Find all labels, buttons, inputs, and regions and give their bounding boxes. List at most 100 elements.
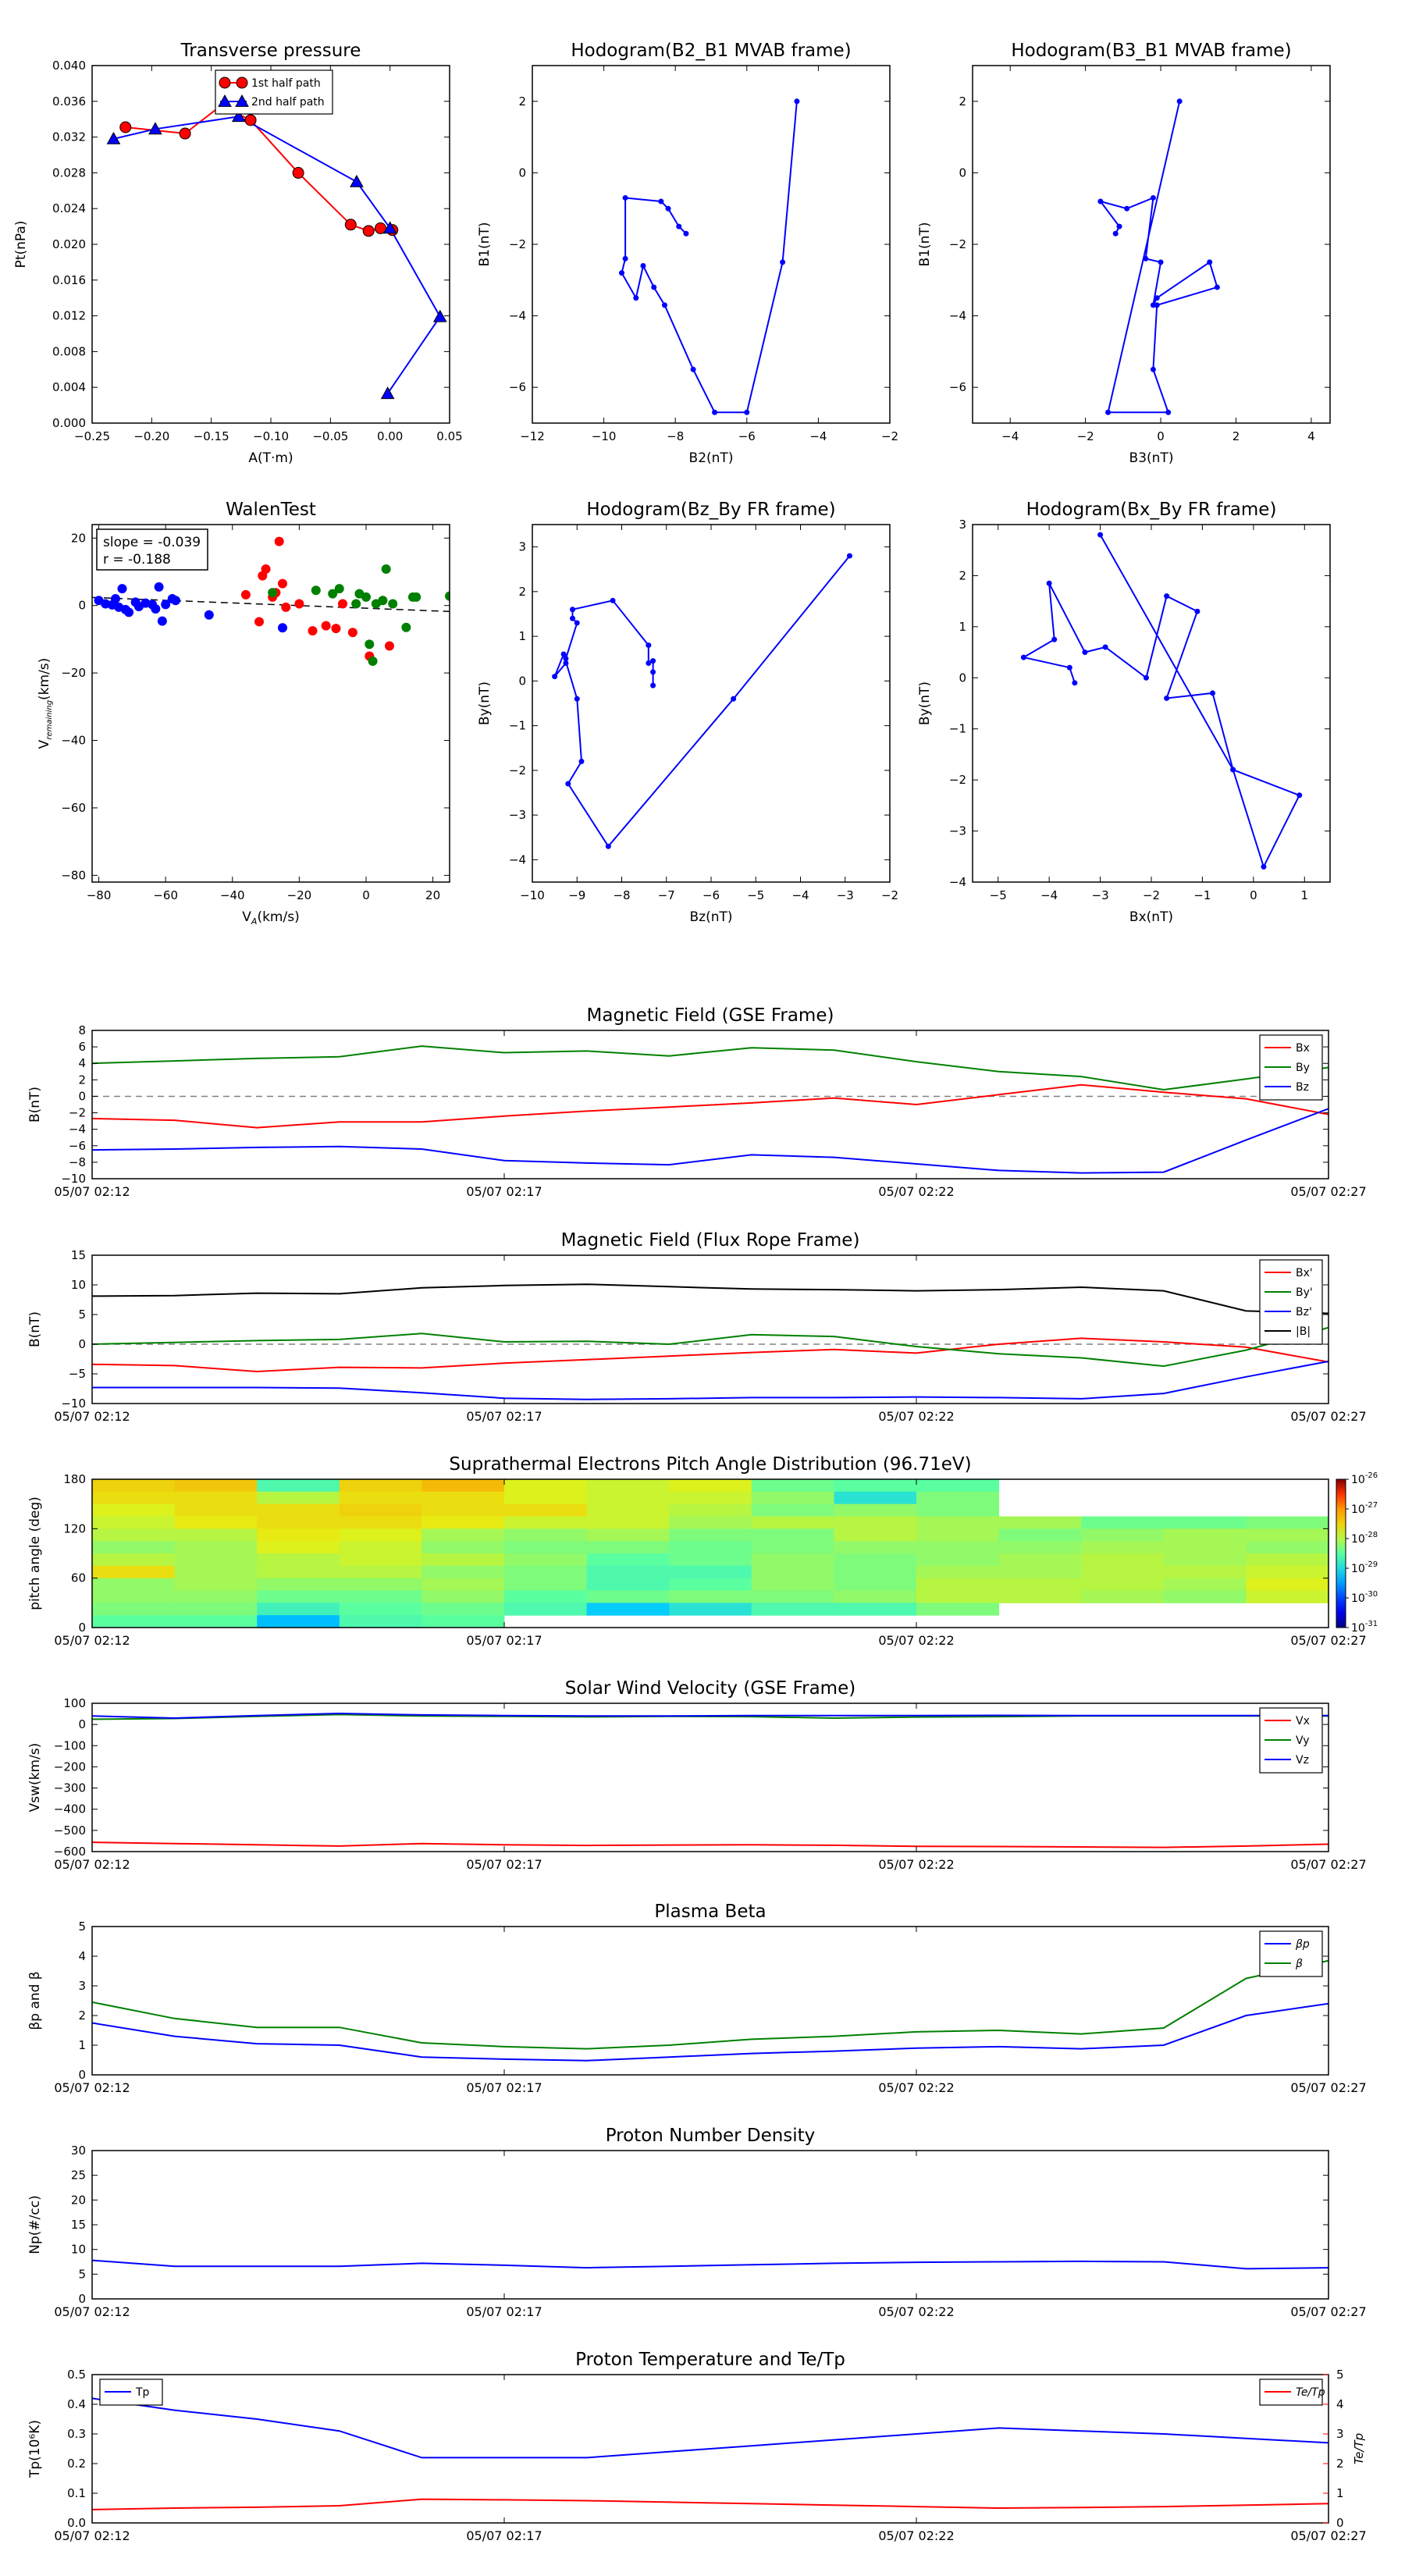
heatmap-cell [1246,1553,1329,1567]
x-tick-label: 05/07 02:22 [878,2304,954,2319]
y-tick-label: −2 [69,1106,86,1120]
chart-title: Hodogram(Bx_By FR frame) [1026,500,1277,520]
legend-box [1259,1930,1323,1977]
y-tick-label: −4 [509,309,526,323]
data-point [731,696,737,702]
colorbar-base: 10 [1351,1563,1365,1575]
chart-title: Hodogram(B3_B1 MVAB frame) [1011,41,1291,61]
heatmap-cell [422,1491,505,1505]
x-tick-label: 05/07 02:12 [54,1409,130,1424]
x-tick-label: 05/07 02:27 [1290,2080,1366,2095]
heatmap-cell [834,1553,917,1567]
colorbar-exponent: -30 [1365,1590,1378,1599]
data-point [1143,255,1149,262]
chart-h1: Hodogram(B2_B1 MVAB frame) −12 −10 −8 −6 −4 −2… [477,41,898,466]
plot-frame [91,1926,1329,2076]
heatmap-cell [257,1590,340,1603]
y-axis-label-main: B1(nT) [477,222,493,267]
legend-label: By [1296,1062,1310,1074]
heatmap-cell [92,1479,176,1493]
y-tick-label: 0.040 [52,59,86,73]
data-point [261,564,271,575]
data-point [1150,366,1156,372]
y-tick-label: 0 [518,674,526,688]
heatmap-cell [669,1553,752,1567]
data-point [1154,295,1160,301]
legend-marker [235,94,249,107]
y-tick-label: 0.2 [67,2457,86,2471]
x-tick-label: 05/07 02:22 [878,1184,954,1199]
heatmap-cell [669,1603,752,1616]
heatmap-cell [834,1479,917,1493]
data-point [651,284,657,290]
heatmap-cell [339,1503,422,1517]
annotation-box [96,528,208,571]
y-axis-label: By(nT) [917,681,933,725]
heatmap-cell [586,1590,670,1603]
plot-frame [91,2374,1329,2524]
heatmap-cell [339,1565,422,1579]
series-line [92,1712,1329,1720]
annotation-text: slope = -0.039 [103,535,201,550]
x-tick-label: −8 [613,888,630,902]
colorbar-exponent: -26 [1365,1471,1378,1480]
heatmap-cell [586,1603,670,1616]
heatmap-cell [1246,1590,1329,1603]
series-line [92,1326,1329,1368]
heatmap-cell [586,1528,670,1542]
heatmap-cell [257,1578,340,1591]
data-point [712,409,718,415]
heatmap-cell [339,1590,422,1603]
chart-np: Proton Number Density 05/07 02:12 05/07 02… [27,2126,1367,2319]
data-point [124,607,134,617]
legend-label: Vx [1296,1715,1310,1727]
data-point [445,591,450,601]
data-point [381,564,391,575]
chart-h4: Hodogram(Bx_By FR frame) −5 −4 −3 −2 −1 0 1 −4 −3… [917,500,1331,925]
heatmap-cell [1081,1565,1165,1579]
legend-label: Tp [135,2386,150,2399]
chart-mffr: Magnetic Field (Flux Rope Frame) 05/07 02… [27,1230,1367,1424]
heatmap-cell [834,1590,917,1603]
data-point [277,623,287,633]
data-point [846,553,852,559]
x-tick-label: −4 [809,429,827,443]
y-tick-label: 0.020 [52,237,86,251]
y-tick-label: −300 [54,1781,86,1795]
x-tick-label: −12 [520,429,545,443]
heatmap-cell [92,1603,176,1616]
heatmap-cell [257,1565,340,1579]
heatmap-cell [916,1553,1000,1567]
heatmap-cell [1163,1590,1247,1603]
data-point [321,621,331,631]
data-point [650,682,656,688]
colorbar-base: 10 [1351,1622,1365,1635]
x-tick-label: −0.10 [253,429,289,443]
legend-marker [218,94,232,107]
y-tick-label: −500 [54,1823,86,1838]
colorbar-tick-label: 10-29 [1351,1560,1378,1575]
heatmap-cell [751,1516,834,1529]
data-point [650,658,656,664]
data-point [1164,695,1170,701]
data-point [151,604,161,614]
data-point [344,219,357,231]
colorbar-base: 10 [1351,1592,1365,1605]
y-tick-label: 2 [959,94,966,109]
x-tick-label: 05/07 02:17 [466,2304,542,2319]
heatmap-cell [998,1590,1082,1603]
heatmap-cell [257,1603,340,1616]
heatmap-cell [669,1528,752,1542]
heatmap-cell [916,1528,1000,1542]
y-axis-label-main: V [37,739,52,749]
heatmap-cell [92,1578,176,1591]
x-tick-label: 05/07 02:27 [1290,1857,1366,1872]
data-point [1097,532,1104,538]
x-axis-label: VA(km/s) [242,909,299,927]
x-tick-label: −3 [837,888,854,902]
chart-mfgse: Magnetic Field (GSE Frame) 05/07 02:12 05/… [27,1005,1367,1199]
chart-title: Hodogram(B2_B1 MVAB frame) [571,41,851,61]
heatmap-cell [174,1491,258,1505]
y-tick-label: 0.000 [52,416,86,430]
x-axis-label-unit: (km/s) [257,909,299,925]
